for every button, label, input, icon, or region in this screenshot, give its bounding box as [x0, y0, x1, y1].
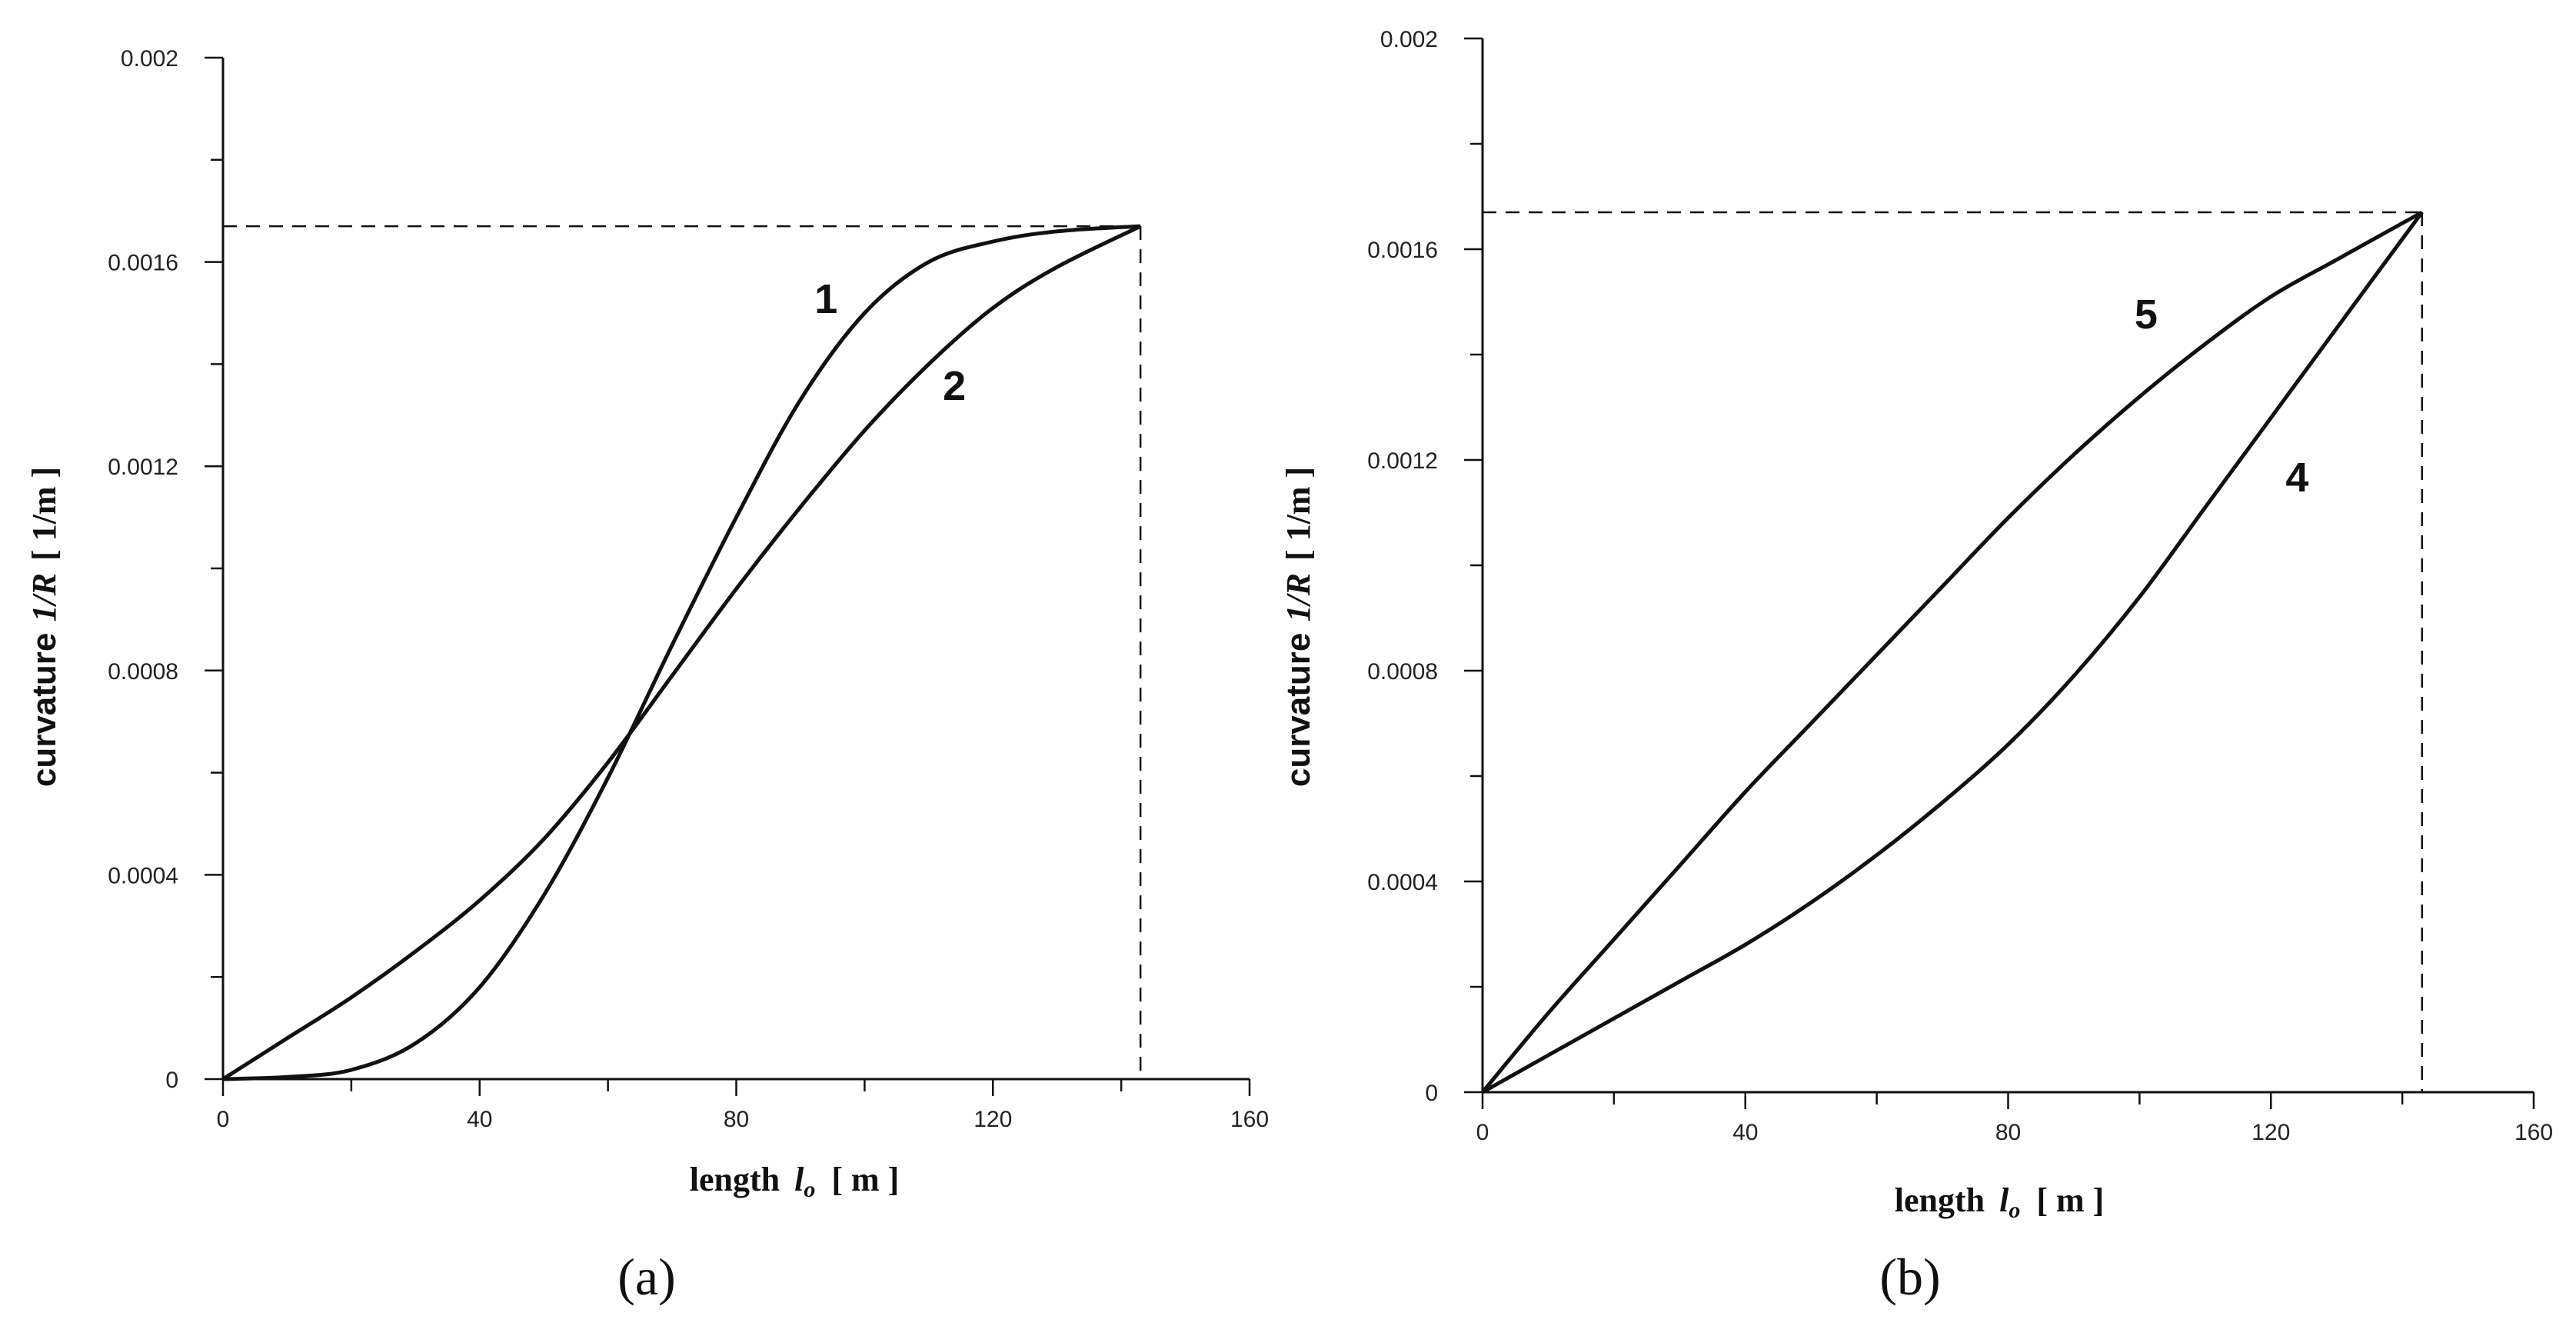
curves-a	[221, 224, 1142, 1081]
panel-label-a: (a)	[617, 1248, 675, 1306]
y-tick-label-b: 0.002	[1380, 27, 1438, 52]
curve-4-label: 4	[2285, 455, 2308, 501]
x-tick-label-a: 160	[1230, 1107, 1269, 1132]
x-axis-title-b: length lo [ m ]	[1895, 1181, 2105, 1225]
x-tick-label-b: 80	[1995, 1120, 2021, 1145]
y-axis-title-b: curvature 1/R [ 1/m ]	[1280, 467, 1317, 787]
x-tick-label-a: 120	[973, 1107, 1012, 1132]
x-tick-label-a: 40	[467, 1107, 492, 1132]
axes-a: 0 40 80 120 160 0 0.0004 0.0008 0.0012 0.0016 0.00…	[108, 46, 1269, 1132]
y-tick-label-b: 0.0008	[1367, 659, 1438, 685]
chart-panel-b: 0 40 80 120 160 0 0.0004 0.0008 0.0012 0.0016 0.00…	[1280, 27, 2553, 1306]
x-tick-label-b: 120	[2252, 1120, 2290, 1145]
y-axis-title-a: curvature 1/R [ 1/m ]	[25, 467, 63, 787]
curve-labels-a: 12	[814, 276, 966, 409]
y-tick-label-a: 0.002	[121, 46, 178, 72]
x-tick-label-b: 160	[2514, 1120, 2553, 1145]
y-tick-label-a: 0.0016	[108, 251, 178, 276]
y-tick-label-a: 0.0004	[108, 863, 178, 888]
y-tick-label-a: 0	[165, 1068, 178, 1093]
axes-b: 0 40 80 120 160 0 0.0004 0.0008 0.0012 0.0016 0.00…	[1367, 27, 2553, 1145]
y-tick-label-b: 0.0016	[1367, 238, 1438, 263]
y-tick-label-a: 0.0012	[108, 455, 178, 480]
reference-guides-b	[1483, 211, 2424, 1092]
curve-2-line	[221, 224, 1142, 1081]
curve-1-label: 1	[814, 276, 837, 322]
curve-5-line	[1481, 210, 2424, 1094]
x-tick-label-b: 0	[1476, 1120, 1489, 1145]
curve-1-line	[222, 224, 1141, 1081]
chart-panel-a: 0 40 80 120 160 0 0.0004 0.0008 0.0012 0.0016 0.00…	[25, 46, 1269, 1306]
curve-4-line	[1481, 211, 2424, 1094]
y-tick-label-b: 0	[1425, 1081, 1438, 1106]
x-axis-title-a: length lo [ m ]	[690, 1161, 900, 1204]
y-tick-label-b: 0.0004	[1367, 870, 1438, 895]
curves-b	[1481, 210, 2424, 1094]
x-tick-label-b: 40	[1732, 1120, 1758, 1145]
curve-5-label: 5	[2135, 292, 2158, 338]
x-tick-label-a: 0	[217, 1107, 230, 1132]
panel-label-b: (b)	[1879, 1248, 1940, 1306]
reference-guides-a	[223, 225, 1142, 1079]
curve-2-label: 2	[943, 363, 966, 409]
y-tick-label-b: 0.0012	[1367, 448, 1438, 474]
y-tick-label-a: 0.0008	[108, 659, 178, 685]
x-tick-label-a: 80	[724, 1107, 749, 1132]
curve-labels-b: 54	[2135, 292, 2309, 501]
